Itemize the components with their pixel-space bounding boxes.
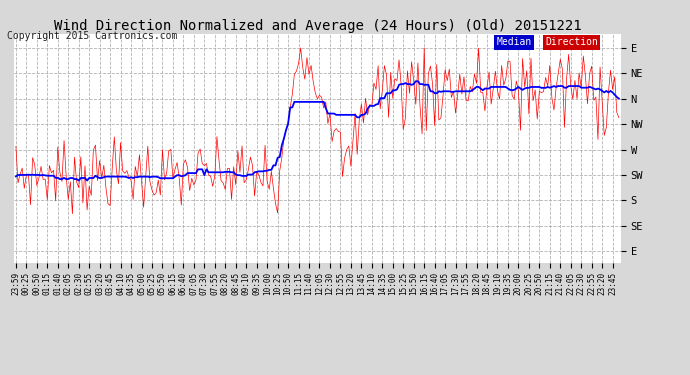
Text: Copyright 2015 Cartronics.com: Copyright 2015 Cartronics.com xyxy=(7,32,177,41)
Text: Direction: Direction xyxy=(545,37,598,47)
Text: Median: Median xyxy=(497,37,532,47)
Title: Wind Direction Normalized and Average (24 Hours) (Old) 20151221: Wind Direction Normalized and Average (2… xyxy=(54,19,581,33)
